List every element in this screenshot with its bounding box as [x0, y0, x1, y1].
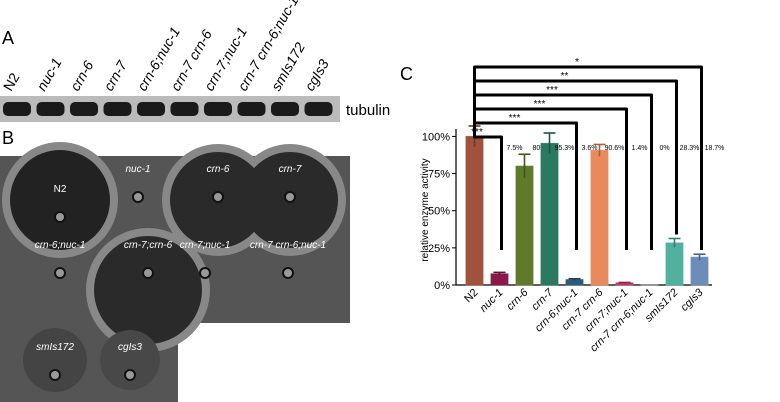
spot-label: crn-6;nuc-1 — [35, 240, 86, 251]
spot-label: crn-7 — [279, 164, 302, 175]
band — [103, 102, 132, 116]
spot-label: crn-7 crn-6;nuc-1 — [250, 240, 326, 251]
x-tick-label: cgIs3 — [679, 286, 707, 314]
band — [304, 102, 333, 116]
halo — [10, 150, 110, 250]
halo — [100, 330, 160, 390]
x-tick-label: crn-6 — [504, 286, 531, 313]
significance-label: *** — [534, 99, 546, 110]
significance-label: *** — [546, 85, 558, 96]
panel-a: A tubulin — [0, 28, 390, 122]
spot-label: crn-7;crn-6 — [124, 240, 173, 251]
value-label: 80% — [532, 145, 546, 152]
spot-label: smIs172 — [36, 342, 74, 353]
lane-label: cgIs3 — [301, 56, 332, 93]
x-tick-label: nuc-1 — [478, 287, 506, 315]
bar — [540, 142, 559, 286]
spot-label: cgIs3 — [118, 342, 142, 353]
bar — [515, 165, 534, 286]
spot — [142, 267, 154, 279]
band — [237, 102, 266, 116]
value-label: 95.3% — [555, 145, 575, 152]
significance-bracket — [473, 65, 703, 250]
significance-label: ** — [561, 71, 569, 82]
value-label: 1.4% — [632, 145, 648, 152]
value-label: 3.6% — [582, 145, 598, 152]
halo — [23, 328, 87, 392]
y-axis-label: relative enzyme activity — [420, 158, 431, 261]
band — [137, 102, 165, 116]
blot-label: tubulin — [346, 102, 390, 119]
value-label: 0% — [659, 145, 669, 152]
value-label: 18.7% — [705, 145, 725, 152]
spot — [282, 267, 294, 279]
spot — [212, 191, 224, 203]
panel-label: B — [2, 128, 14, 148]
y-tick-label: 100% — [422, 131, 450, 143]
significance-label: *** — [471, 127, 483, 138]
significance-label: * — [575, 57, 579, 68]
spot — [124, 369, 136, 381]
significance-bracket — [473, 121, 578, 250]
band — [204, 102, 232, 116]
spot — [199, 267, 211, 279]
panel-b: B N2 nuc-1 crn-6 crn-7 crn-6;nuc-1 crn-7;crn-… — [0, 128, 350, 402]
bar — [465, 135, 484, 286]
bar — [665, 242, 684, 286]
band — [3, 102, 31, 116]
spot-label: N2 — [54, 184, 67, 195]
panel-label: A — [2, 28, 14, 48]
lane-label: nuc-1 — [33, 55, 64, 93]
band — [36, 102, 65, 116]
significance-label: *** — [509, 113, 521, 124]
bar — [490, 273, 509, 286]
y-tick-label: 75% — [428, 169, 450, 181]
band — [170, 102, 199, 116]
lane-label: N2 — [0, 70, 23, 94]
halo — [94, 236, 202, 344]
band — [271, 102, 299, 116]
lane-label: crn-6 — [67, 58, 97, 94]
spot — [284, 191, 296, 203]
significance-bracket — [473, 122, 503, 250]
spot — [54, 211, 66, 223]
panel-label: C — [400, 64, 413, 84]
spot — [54, 267, 66, 279]
spot-label: crn-7;nuc-1 — [180, 240, 231, 251]
spot-label: nuc-1 — [125, 164, 150, 175]
value-label: 7.5% — [507, 145, 523, 152]
value-label: 90.6% — [605, 145, 625, 152]
y-tick-label: 50% — [428, 206, 450, 218]
spot — [49, 369, 61, 381]
y-tick-label: 0% — [434, 280, 450, 292]
value-label: 28.3% — [680, 145, 700, 152]
x-tick-label: N2 — [462, 287, 480, 305]
lane-label: crn-7 — [100, 57, 130, 94]
spot — [132, 191, 144, 203]
spot-label: crn-6 — [207, 164, 230, 175]
y-tick-label: 25% — [428, 243, 450, 255]
bar — [690, 256, 709, 286]
band — [70, 102, 98, 116]
panel-c: C relative enzyme activity 0% 25% 50% 75% 10… — [400, 57, 724, 354]
bar — [590, 149, 609, 286]
